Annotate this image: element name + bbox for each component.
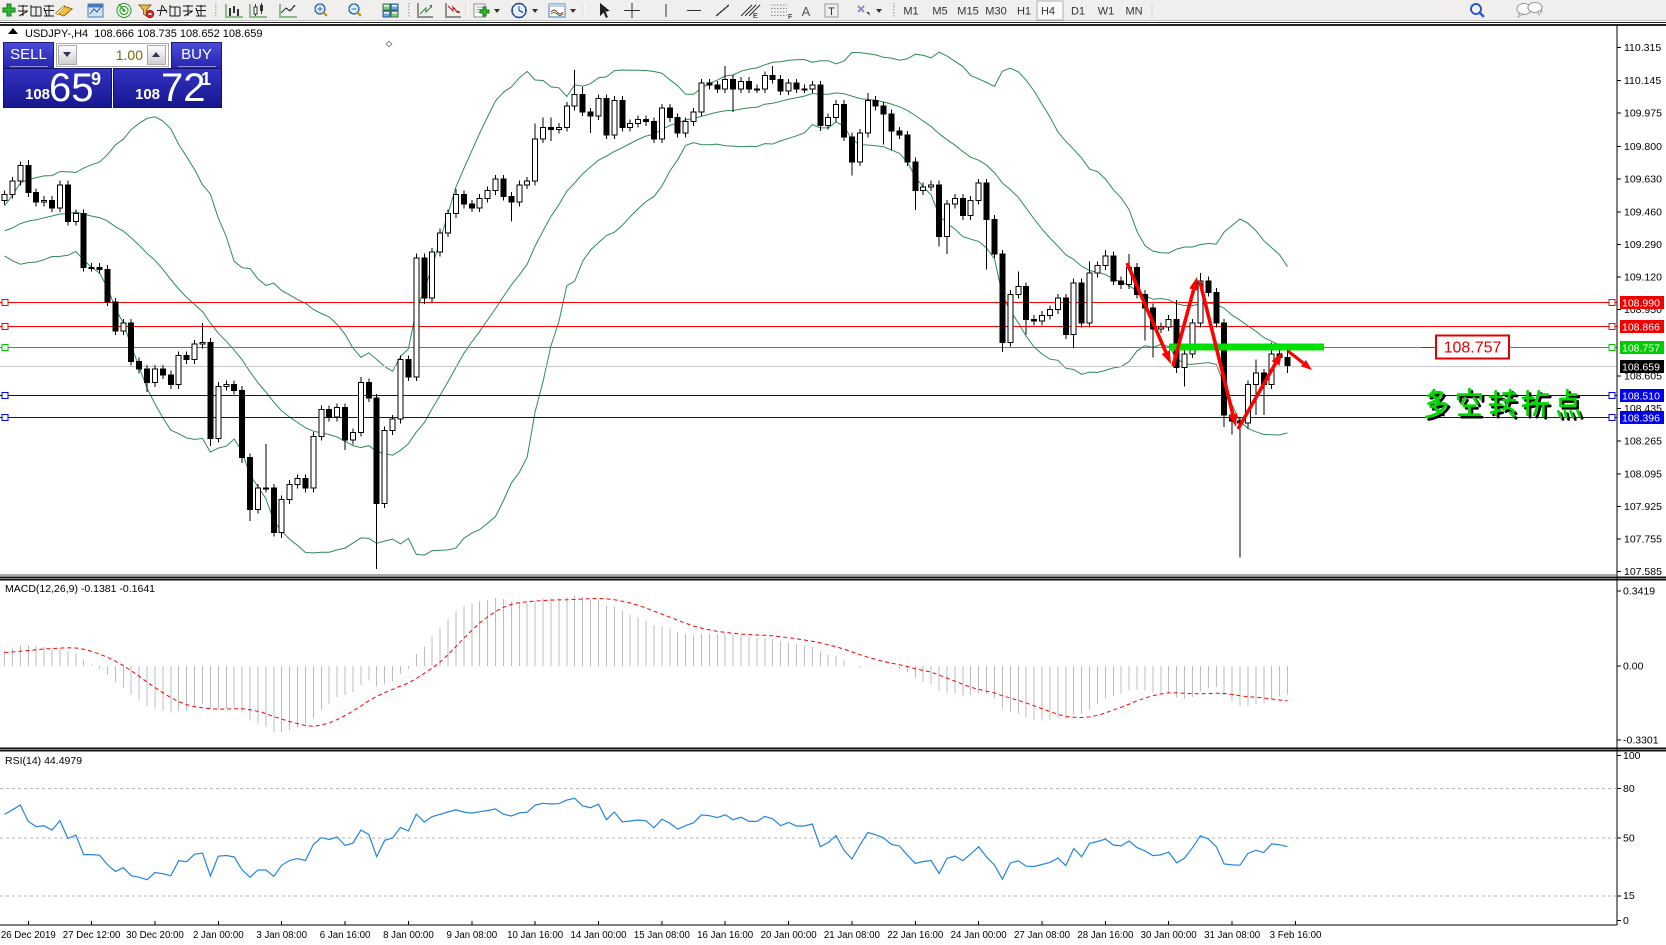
svg-text:8 Jan 00:00: 8 Jan 00:00: [383, 930, 434, 941]
svg-text:20 Jan 00:00: 20 Jan 00:00: [761, 930, 818, 941]
svg-text:109.800: 109.800: [1624, 141, 1662, 153]
svg-text:100: 100: [1623, 750, 1641, 762]
svg-text:3 Jan 08:00: 3 Jan 08:00: [256, 930, 307, 941]
svg-text:109.630: 109.630: [1624, 174, 1662, 186]
svg-text:27 Jan 08:00: 27 Jan 08:00: [1014, 930, 1071, 941]
svg-text:16 Jan 16:00: 16 Jan 16:00: [697, 930, 754, 941]
svg-text:110.145: 110.145: [1624, 75, 1661, 87]
svg-text:9 Jan 08:00: 9 Jan 08:00: [446, 930, 497, 941]
svg-text:2 Jan 00:00: 2 Jan 00:00: [193, 930, 244, 941]
svg-text:0: 0: [1623, 915, 1629, 927]
svg-text:107.585: 107.585: [1624, 566, 1662, 578]
svg-text:21 Jan 08:00: 21 Jan 08:00: [824, 930, 881, 941]
svg-text:108.757: 108.757: [1444, 340, 1502, 357]
svg-text:W1: W1: [1098, 6, 1115, 18]
svg-text:80: 80: [1623, 783, 1635, 795]
svg-text:110.315: 110.315: [1624, 42, 1661, 54]
svg-text:6 Jan 16:00: 6 Jan 16:00: [320, 930, 371, 941]
svg-text:M30: M30: [985, 6, 1006, 18]
svg-text:H4: H4: [1041, 6, 1055, 18]
svg-text:15: 15: [1623, 890, 1635, 902]
svg-text:-0.3301: -0.3301: [1623, 735, 1659, 747]
svg-text:108.990: 108.990: [1622, 298, 1660, 310]
svg-text:50: 50: [1623, 833, 1635, 845]
svg-text:108.866: 108.866: [1622, 322, 1660, 334]
svg-text:107.755: 107.755: [1624, 534, 1662, 546]
svg-text:A: A: [802, 4, 811, 19]
svg-text:108.757: 108.757: [1622, 343, 1660, 355]
svg-text:108.396: 108.396: [1622, 413, 1660, 425]
svg-text:RSI(14) 44.4979: RSI(14) 44.4979: [5, 755, 82, 767]
svg-text:0.00: 0.00: [1623, 661, 1644, 673]
svg-text:108.510: 108.510: [1622, 391, 1660, 403]
svg-text:F: F: [788, 14, 792, 21]
svg-text:28 Jan 16:00: 28 Jan 16:00: [1077, 930, 1134, 941]
svg-text:M1: M1: [903, 6, 918, 18]
svg-text:109.290: 109.290: [1624, 239, 1662, 251]
svg-text:14 Jan 00:00: 14 Jan 00:00: [570, 930, 627, 941]
svg-text:107.925: 107.925: [1624, 501, 1662, 513]
svg-text:30 Dec 20:00: 30 Dec 20:00: [126, 930, 184, 941]
svg-text:T: T: [828, 6, 835, 18]
svg-text:E: E: [753, 13, 758, 20]
svg-text:MACD(12,26,9) -0.1381 -0.1641: MACD(12,26,9) -0.1381 -0.1641: [5, 583, 155, 595]
svg-text:27 Dec 12:00: 27 Dec 12:00: [63, 930, 121, 941]
svg-text:24 Jan 00:00: 24 Jan 00:00: [951, 930, 1008, 941]
svg-text:H1: H1: [1017, 6, 1031, 18]
svg-text:M15: M15: [957, 6, 978, 18]
svg-text:109.975: 109.975: [1624, 107, 1662, 119]
svg-text:D1: D1: [1071, 6, 1085, 18]
svg-text:USDJPY-,H4 108.666 108.735 10: USDJPY-,H4 108.666 108.735 108.652 108.6…: [25, 28, 263, 40]
svg-text:22 Jan 16:00: 22 Jan 16:00: [887, 930, 944, 941]
svg-text:108.265: 108.265: [1624, 436, 1662, 448]
svg-text:109.120: 109.120: [1624, 272, 1662, 284]
svg-text:109.460: 109.460: [1624, 206, 1662, 218]
svg-text:108.095: 108.095: [1624, 468, 1662, 480]
svg-text:31 Jan 08:00: 31 Jan 08:00: [1204, 930, 1261, 941]
svg-text:108.605: 108.605: [1624, 370, 1662, 382]
svg-text:M5: M5: [932, 6, 947, 18]
svg-text:3 Feb 16:00: 3 Feb 16:00: [1270, 930, 1322, 941]
svg-text:MN: MN: [1125, 6, 1142, 18]
svg-text:10 Jan 16:00: 10 Jan 16:00: [507, 930, 564, 941]
svg-text:26 Dec 2019: 26 Dec 2019: [1, 930, 56, 941]
svg-text:108.659: 108.659: [1622, 362, 1660, 374]
svg-text:15 Jan 08:00: 15 Jan 08:00: [634, 930, 691, 941]
svg-text:0.3419: 0.3419: [1623, 586, 1655, 598]
svg-text:30 Jan 00:00: 30 Jan 00:00: [1141, 930, 1198, 941]
